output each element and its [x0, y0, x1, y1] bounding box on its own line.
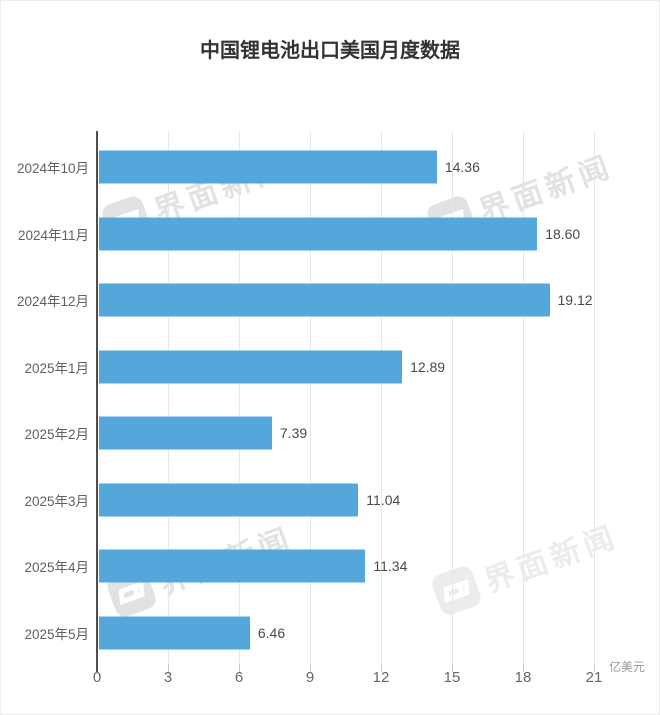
gridline: [523, 131, 524, 664]
gridline: [452, 131, 453, 664]
bar: [99, 217, 538, 250]
x-axis-tick: [310, 664, 311, 672]
category-label: 2025年4月: [24, 560, 89, 575]
bar: [99, 549, 366, 583]
value-label: 11.04: [366, 491, 401, 508]
category-label: 2025年1月: [24, 360, 89, 376]
category-label: 2024年10月: [16, 161, 89, 176]
category-label: 2024年12月: [16, 294, 89, 309]
chart-title: 中国锂电池出口美国月度数据: [200, 40, 460, 62]
x-tick-label: 6: [234, 669, 244, 686]
gridline: [381, 131, 382, 664]
gridline: [310, 131, 311, 664]
value-label: 18.60: [545, 225, 581, 242]
category-label: 2025年2月: [24, 427, 89, 442]
x-tick-label: 9: [305, 669, 315, 686]
bar: [99, 150, 437, 184]
bar: [99, 616, 250, 649]
x-axis-tick: [168, 664, 169, 672]
x-axis-tick: [452, 664, 453, 672]
gridline: [594, 131, 595, 664]
x-tick-label: 21: [585, 669, 603, 686]
x-tick-label: 18: [514, 669, 532, 686]
value-label: 14.36: [444, 159, 480, 175]
category-label: 2024年11月: [17, 227, 89, 243]
bar: [99, 283, 550, 317]
x-tick-label: 12: [372, 669, 390, 686]
value-label: 12.89: [410, 358, 446, 375]
value-label: 6.46: [257, 624, 286, 641]
bar: [99, 416, 272, 450]
x-axis-tick: [594, 664, 595, 672]
category-label: 2025年3月: [24, 493, 89, 509]
gridline: [168, 131, 169, 664]
value-label: 7.39: [279, 425, 308, 441]
bar: [99, 350, 403, 383]
category-label: 2025年5月: [24, 626, 89, 642]
x-axis-tick: [381, 664, 382, 672]
x-tick-label: 3: [163, 669, 173, 686]
gridline: [239, 131, 240, 664]
value-label: 11.34: [373, 558, 408, 574]
x-axis-tick: [239, 664, 240, 672]
bar: [99, 483, 359, 516]
axis-unit-label: 亿美元: [609, 660, 646, 674]
value-label: 19.12: [557, 292, 593, 308]
x-tick-label: 15: [443, 669, 461, 686]
x-tick-label: 0: [92, 669, 102, 686]
y-axis-line: [96, 131, 98, 672]
x-axis-tick: [523, 664, 524, 672]
